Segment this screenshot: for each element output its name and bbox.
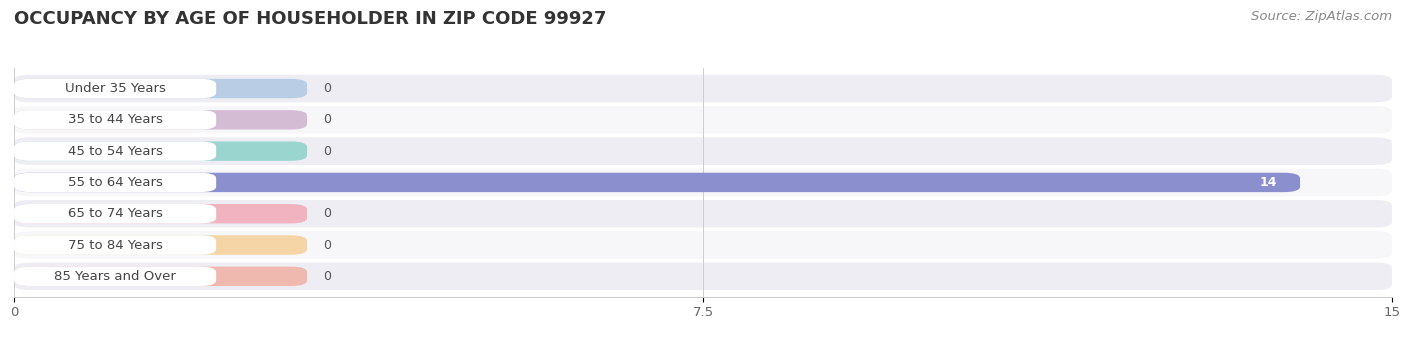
Text: 35 to 44 Years: 35 to 44 Years bbox=[67, 113, 163, 126]
Text: 55 to 64 Years: 55 to 64 Years bbox=[67, 176, 163, 189]
FancyBboxPatch shape bbox=[14, 200, 1392, 227]
FancyBboxPatch shape bbox=[14, 204, 217, 223]
Text: 0: 0 bbox=[323, 270, 332, 283]
Text: Under 35 Years: Under 35 Years bbox=[65, 82, 166, 95]
FancyBboxPatch shape bbox=[14, 110, 217, 130]
Text: Source: ZipAtlas.com: Source: ZipAtlas.com bbox=[1251, 10, 1392, 23]
FancyBboxPatch shape bbox=[14, 267, 217, 286]
Text: 75 to 84 Years: 75 to 84 Years bbox=[67, 239, 163, 252]
Text: 45 to 54 Years: 45 to 54 Years bbox=[67, 145, 163, 158]
Text: OCCUPANCY BY AGE OF HOUSEHOLDER IN ZIP CODE 99927: OCCUPANCY BY AGE OF HOUSEHOLDER IN ZIP C… bbox=[14, 10, 606, 28]
Text: 0: 0 bbox=[323, 207, 332, 220]
FancyBboxPatch shape bbox=[14, 79, 307, 98]
FancyBboxPatch shape bbox=[14, 263, 1392, 290]
FancyBboxPatch shape bbox=[14, 235, 307, 255]
Text: 65 to 74 Years: 65 to 74 Years bbox=[67, 207, 163, 220]
FancyBboxPatch shape bbox=[14, 137, 1392, 165]
FancyBboxPatch shape bbox=[14, 235, 217, 255]
Text: 85 Years and Over: 85 Years and Over bbox=[55, 270, 176, 283]
FancyBboxPatch shape bbox=[14, 106, 1392, 134]
FancyBboxPatch shape bbox=[14, 142, 217, 161]
Text: 0: 0 bbox=[323, 239, 332, 252]
Text: 0: 0 bbox=[323, 82, 332, 95]
FancyBboxPatch shape bbox=[14, 204, 307, 223]
FancyBboxPatch shape bbox=[14, 231, 1392, 259]
FancyBboxPatch shape bbox=[14, 75, 1392, 102]
Text: 14: 14 bbox=[1260, 176, 1277, 189]
Text: 0: 0 bbox=[323, 113, 332, 126]
FancyBboxPatch shape bbox=[14, 169, 1392, 196]
FancyBboxPatch shape bbox=[14, 79, 217, 98]
FancyBboxPatch shape bbox=[14, 173, 217, 192]
FancyBboxPatch shape bbox=[14, 173, 1301, 192]
FancyBboxPatch shape bbox=[14, 267, 307, 286]
FancyBboxPatch shape bbox=[14, 142, 307, 161]
FancyBboxPatch shape bbox=[14, 110, 307, 130]
Text: 0: 0 bbox=[323, 145, 332, 158]
